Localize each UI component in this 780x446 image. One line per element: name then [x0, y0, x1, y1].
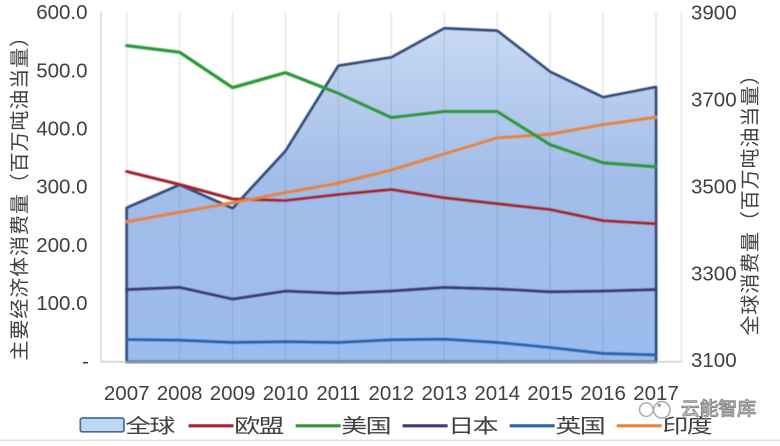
svg-text:500.0: 500.0: [36, 59, 87, 82]
svg-text:2012: 2012: [368, 382, 414, 405]
svg-text:2014: 2014: [474, 382, 520, 405]
svg-text:400.0: 400.0: [36, 118, 87, 141]
svg-text:-: -: [82, 350, 89, 373]
svg-text:2009: 2009: [210, 382, 256, 405]
svg-text:2017: 2017: [633, 382, 679, 405]
svg-text:3300: 3300: [691, 262, 737, 285]
svg-text:600.0: 600.0: [36, 1, 87, 24]
svg-text:3700: 3700: [691, 88, 737, 111]
svg-text:2007: 2007: [104, 382, 150, 405]
svg-text:3900: 3900: [691, 2, 737, 25]
svg-text:2008: 2008: [157, 382, 203, 405]
svg-text:2013: 2013: [421, 382, 467, 405]
svg-text:2010: 2010: [263, 382, 309, 405]
svg-text:100.0: 100.0: [36, 292, 87, 315]
svg-text:200.0: 200.0: [36, 234, 87, 257]
svg-text:3500: 3500: [691, 175, 737, 198]
svg-text:300.0: 300.0: [36, 176, 87, 199]
svg-text:3100: 3100: [691, 349, 737, 372]
svg-text:2015: 2015: [527, 382, 573, 405]
svg-text:2016: 2016: [580, 382, 626, 405]
svg-text:2011: 2011: [316, 382, 360, 405]
